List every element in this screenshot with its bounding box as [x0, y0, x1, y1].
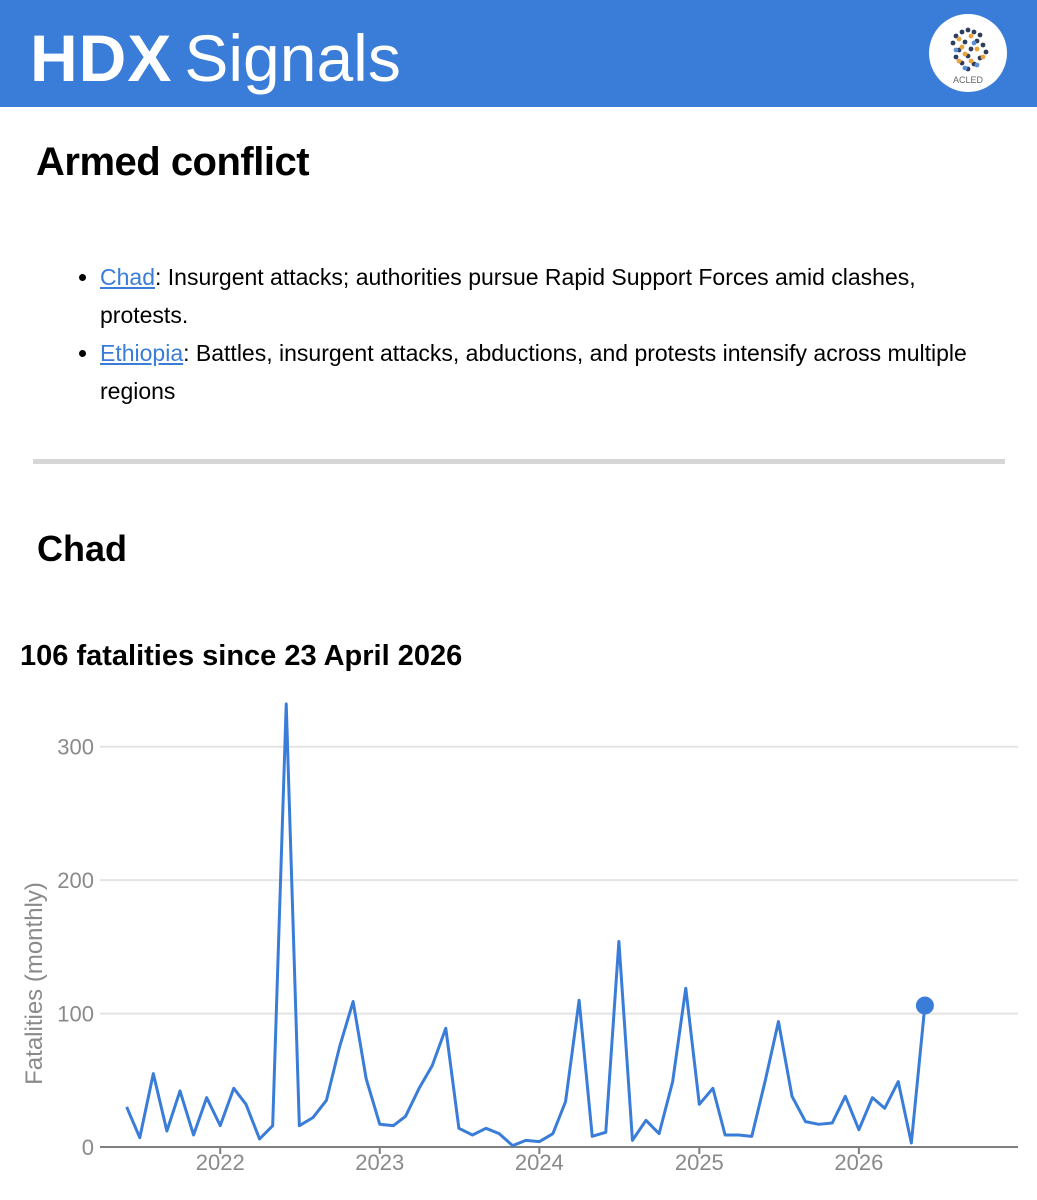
- data-point: [657, 1132, 661, 1136]
- data-point: [391, 1124, 395, 1128]
- data-point: [444, 1026, 448, 1030]
- y-tick-label: 100: [57, 1002, 94, 1027]
- data-point: [470, 1133, 474, 1137]
- chart-grid: [100, 745, 1018, 1015]
- data-point: [484, 1126, 488, 1130]
- data-point: [711, 1086, 715, 1090]
- data-point: [524, 1138, 528, 1142]
- data-point: [684, 986, 688, 990]
- data-point: [896, 1080, 900, 1084]
- data-point: [417, 1086, 421, 1090]
- x-tick-label: 2025: [675, 1150, 724, 1175]
- data-point: [284, 702, 288, 706]
- data-point: [883, 1106, 887, 1110]
- signal-link-chad[interactable]: Chad: [100, 264, 155, 290]
- y-tick-label: 300: [57, 735, 94, 760]
- data-point: [151, 1072, 155, 1076]
- data-point: [125, 1105, 129, 1109]
- data-point: [351, 1000, 355, 1004]
- data-point: [537, 1140, 541, 1144]
- data-point: [817, 1122, 821, 1126]
- chart-series: [125, 702, 934, 1148]
- data-point: [697, 1102, 701, 1106]
- data-point: [378, 1122, 382, 1126]
- x-axis-ticks: 2022 2023 2024 2025 2026: [196, 1147, 883, 1175]
- signal-item-chad: Chad: Insurgent attacks; authorities pur…: [100, 258, 1000, 334]
- y-axis-title: Fatalities (monthly): [21, 882, 48, 1085]
- data-point: [857, 1128, 861, 1132]
- app-header: HDX Signals ACLED: [0, 0, 1037, 107]
- fatalities-line-chart: 0 100 200 300 2022 2023 2024 2025 2026 Fataliti…: [21, 702, 1018, 1175]
- data-point: [192, 1133, 196, 1137]
- data-point: [617, 940, 621, 944]
- data-point: [232, 1086, 236, 1090]
- data-point: [776, 1020, 780, 1024]
- brand-wordmark[interactable]: HDX Signals: [30, 18, 401, 98]
- data-point: [511, 1144, 515, 1148]
- brand-light-text: Signals: [184, 21, 401, 95]
- signal-item-ethiopia: Ethiopia: Battles, insurgent attacks, ab…: [100, 334, 1000, 410]
- data-point: [430, 1064, 434, 1068]
- y-tick-label: 0: [82, 1135, 94, 1160]
- data-point: [218, 1124, 222, 1128]
- data-point: [577, 998, 581, 1002]
- dot-map-icon: [950, 27, 989, 72]
- data-point: [497, 1132, 501, 1136]
- data-point: [750, 1134, 754, 1138]
- section-divider: [33, 459, 1005, 464]
- logo-label: ACLED: [952, 75, 983, 85]
- y-tick-label: 200: [57, 868, 94, 893]
- data-point: [790, 1094, 794, 1098]
- data-point: [590, 1134, 594, 1138]
- chart-title: 106 fatalities since 23 April 2026: [20, 640, 463, 672]
- signal-list: Chad: Insurgent attacks; authorities pur…: [60, 258, 1000, 410]
- data-point: [364, 1077, 368, 1081]
- brand-bold-text: HDX: [30, 21, 173, 95]
- series-line-0: [125, 702, 927, 1148]
- data-point: [843, 1094, 847, 1098]
- data-point: [258, 1137, 262, 1141]
- signal-link-ethiopia[interactable]: Ethiopia: [100, 340, 184, 366]
- data-point: [870, 1096, 874, 1100]
- data-point: [138, 1136, 142, 1140]
- latest-value-marker[interactable]: [915, 996, 934, 1015]
- data-point: [297, 1124, 301, 1128]
- data-point: [644, 1118, 648, 1122]
- data-point: [324, 1098, 328, 1102]
- data-point: [271, 1124, 275, 1128]
- section-title: Armed conflict: [36, 140, 310, 184]
- data-point: [311, 1116, 315, 1120]
- data-point: [830, 1121, 834, 1125]
- data-point: [404, 1114, 408, 1118]
- data-point: [671, 1080, 675, 1084]
- data-point: [205, 1096, 209, 1100]
- data-point: [564, 1100, 568, 1104]
- data-point: [630, 1138, 634, 1142]
- data-point: [178, 1089, 182, 1093]
- data-point: [244, 1102, 248, 1106]
- data-point: [604, 1130, 608, 1134]
- acled-logo[interactable]: ACLED: [929, 14, 1007, 92]
- country-heading: Chad: [37, 528, 127, 569]
- signal-text-ethiopia: : Battles, insurgent attacks, abductions…: [100, 340, 967, 404]
- data-point: [551, 1132, 555, 1136]
- data-point: [909, 1141, 913, 1145]
- x-tick-label: 2023: [355, 1150, 404, 1175]
- x-tick-label: 2022: [196, 1150, 245, 1175]
- signal-text-chad: : Insurgent attacks; authorities pursue …: [100, 264, 916, 328]
- x-tick-label: 2026: [834, 1150, 883, 1175]
- data-point: [165, 1129, 169, 1133]
- x-tick-label: 2024: [515, 1150, 564, 1175]
- data-point: [804, 1120, 808, 1124]
- data-point: [763, 1078, 767, 1082]
- data-point: [723, 1133, 727, 1137]
- data-point: [457, 1126, 461, 1130]
- y-axis-ticks: 0 100 200 300: [57, 735, 94, 1160]
- data-point: [737, 1133, 741, 1137]
- data-point: [338, 1045, 342, 1049]
